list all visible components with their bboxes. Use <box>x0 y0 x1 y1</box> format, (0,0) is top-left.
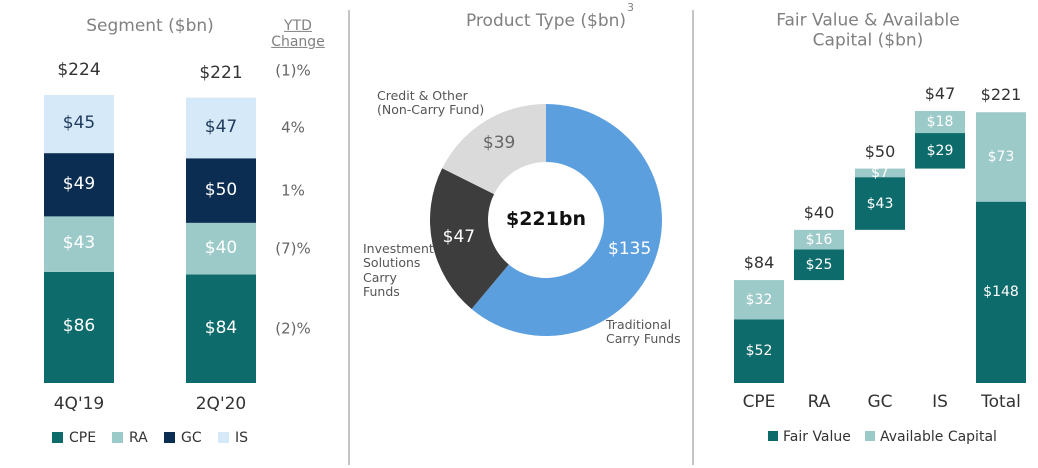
bar-segment <box>186 158 256 223</box>
value-label: $52 <box>745 343 773 360</box>
bar-segment <box>186 274 256 383</box>
legend-swatch <box>218 432 229 443</box>
value-label: $25 <box>805 256 833 273</box>
bar-segment <box>794 249 844 281</box>
chart-title: Fair Value & Available Capital ($bn) <box>776 10 960 50</box>
x-tick-label: 2Q'20 <box>195 394 247 415</box>
value-label: $135 <box>608 239 652 260</box>
category-label: Investment Solutions Carry Funds <box>363 241 434 300</box>
chart-title: Product Type ($bn) <box>465 11 627 32</box>
value-label: $43 <box>866 195 894 212</box>
x-tick-label: IS <box>932 392 948 413</box>
center-label: $221bn <box>505 208 587 231</box>
legend-swatch <box>164 432 175 443</box>
value-label: $47 <box>204 117 238 138</box>
total-label: $84 <box>743 252 775 272</box>
bar-segment <box>186 97 256 159</box>
title-note: 3 <box>627 1 634 14</box>
value-label: $16 <box>805 231 833 248</box>
category-label: Credit & Other (Non-Carry Fund) <box>377 88 485 118</box>
total-label: $47 <box>924 83 956 103</box>
total-label: $221 <box>199 62 243 83</box>
value-label: $148 <box>983 284 1019 301</box>
x-tick-label: RA <box>807 392 831 413</box>
value-label: $45 <box>62 113 96 134</box>
value-label: $43 <box>62 233 96 254</box>
value-label: $40 <box>204 237 238 258</box>
total-label: $221 <box>980 85 1022 105</box>
bar-segment <box>794 229 844 250</box>
bar-segment <box>976 112 1026 202</box>
donut-slice <box>430 168 509 309</box>
chart-title: Segment ($bn) <box>86 16 214 37</box>
legend-swatch <box>52 432 63 443</box>
x-tick-label: 4Q'19 <box>53 394 105 415</box>
x-tick-label: GC <box>867 392 893 413</box>
legend-label: CPE <box>69 429 97 446</box>
bar-segment <box>44 95 114 154</box>
legend-label: IS <box>235 429 249 446</box>
bar-segment <box>186 222 256 275</box>
total-label: $40 <box>803 202 835 222</box>
bar-segment <box>734 319 784 383</box>
ytd-change: (1)% <box>275 61 311 80</box>
value-label: $49 <box>62 173 96 194</box>
legend-label: Fair Value <box>783 428 851 445</box>
legend-label: RA <box>129 429 148 446</box>
x-tick-label: CPE <box>742 392 776 413</box>
legend-label: GC <box>181 429 202 446</box>
value-label: $18 <box>926 113 954 130</box>
bar-segment <box>44 153 114 217</box>
value-label: $73 <box>987 148 1015 165</box>
donut-slice <box>471 104 662 336</box>
value-label: $7 <box>871 164 889 181</box>
value-label: $47 <box>442 227 476 248</box>
bar-segment <box>915 111 965 134</box>
value-label: $29 <box>926 142 954 159</box>
total-label: $50 <box>864 141 896 161</box>
ytd-change: (2)% <box>275 319 311 338</box>
ytd-change: 4% <box>281 118 305 137</box>
bar-segment <box>855 168 905 178</box>
legend-swatch <box>112 432 123 443</box>
value-label: $32 <box>745 291 773 308</box>
total-label: $224 <box>57 60 101 81</box>
ytd-change: 1% <box>281 180 305 199</box>
legend-label: Available Capital <box>880 428 997 445</box>
value-label: $50 <box>204 179 238 200</box>
value-label: $86 <box>62 316 96 337</box>
bar-segment <box>915 133 965 169</box>
ytd-change: (7)% <box>275 239 311 258</box>
ytd-header: YTD Change <box>271 17 325 50</box>
bar-segment <box>44 271 114 383</box>
x-tick-label: Total <box>981 392 1021 413</box>
legend-swatch <box>768 431 778 441</box>
bar-segment <box>44 216 114 272</box>
legend-swatch <box>865 431 875 441</box>
bar-segment <box>855 177 905 230</box>
category-label: Traditional Carry Funds <box>606 317 681 347</box>
donut-slice <box>442 104 546 195</box>
value-label: $39 <box>482 133 516 154</box>
value-label: $84 <box>204 317 238 338</box>
bar-segment <box>976 201 1026 383</box>
bar-segment <box>734 280 784 320</box>
